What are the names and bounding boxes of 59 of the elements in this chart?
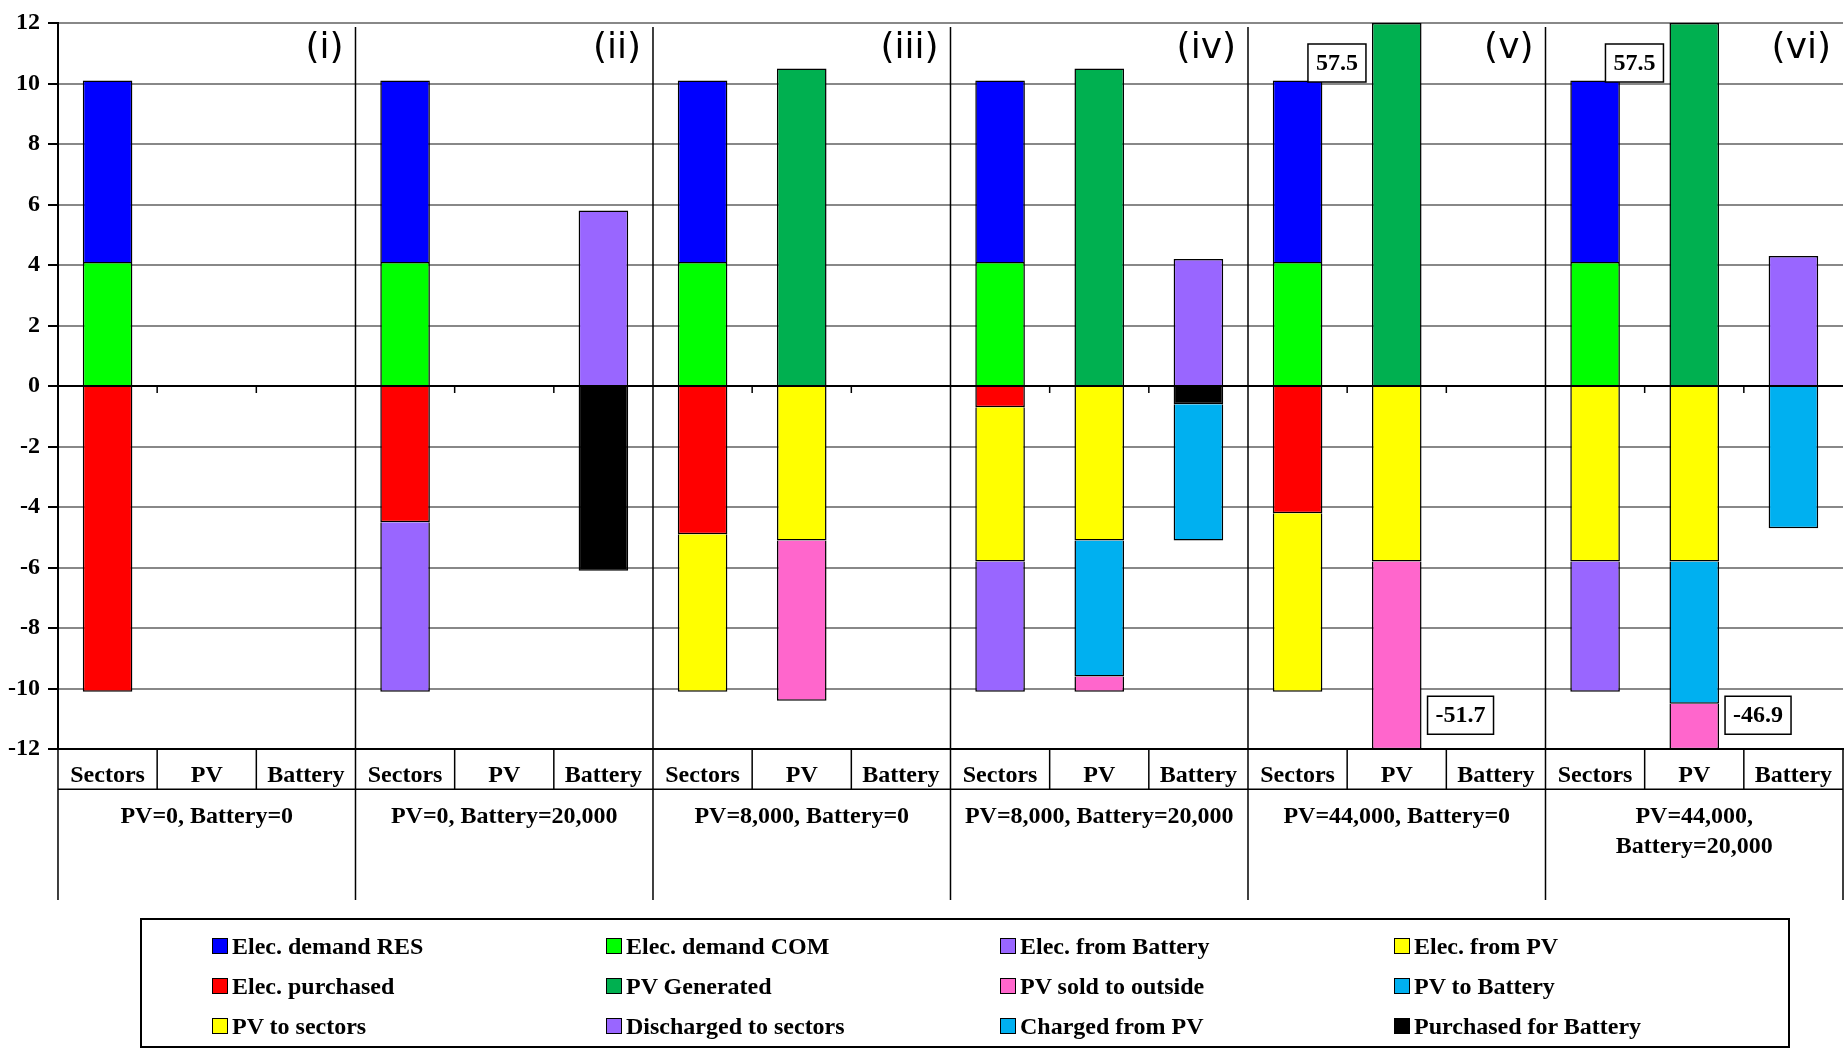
annotation: (vi) — [1771, 25, 1831, 67]
text: PV=44,000, Battery=20,000 — [1615, 802, 1773, 859]
annotation: (i) — [305, 25, 344, 67]
y-tick-label: -12 — [7, 734, 40, 761]
y-tick-label: 4 — [27, 250, 40, 277]
x-tick-label: Sectors — [1557, 760, 1633, 787]
annotation: 57.5 — [1613, 49, 1656, 76]
x-tick-label: Battery — [862, 760, 940, 787]
text: PV=44,000, Battery=0 — [1283, 802, 1511, 829]
y-tick-label: 6 — [27, 189, 40, 216]
x-tick-label: Battery — [564, 760, 643, 787]
x-tick-label: PV — [190, 760, 224, 787]
annotation: -51.7 — [1435, 701, 1486, 728]
y-tick-label: 12 — [15, 8, 40, 35]
x-tick-label: PV — [1678, 760, 1711, 787]
y-tick-label: 0 — [27, 371, 40, 398]
legend-label: Elec. from PV — [1413, 931, 1560, 961]
x-tick-label: Sectors — [367, 760, 443, 787]
x-tick-label: Sectors — [70, 760, 145, 787]
legend-label: Elec. purchased — [231, 971, 396, 1001]
legend-label: PV Generated — [625, 971, 773, 1001]
text: PV=8,000, Battery=20,000 — [964, 802, 1234, 829]
annotation: (v) — [1484, 25, 1534, 67]
y-tick-label: 10 — [15, 68, 40, 95]
text: PV=8,000, Battery=0 — [694, 802, 910, 829]
x-tick-label: PV — [488, 760, 521, 787]
x-tick-label: PV — [785, 760, 819, 787]
x-tick-label: Battery — [1457, 760, 1535, 787]
y-tick-label: -10 — [7, 673, 40, 700]
x-tick-label: Sectors — [665, 760, 740, 787]
legend-label: Discharged to sectors — [625, 1011, 846, 1041]
text: PV=0, Battery=20,000 — [390, 802, 618, 829]
legend-label: PV to Battery — [1413, 971, 1556, 1001]
annotation: (ii) — [592, 25, 641, 67]
x-tick-label: PV — [1380, 760, 1414, 787]
x-tick-label: Sectors — [1260, 760, 1335, 787]
legend-label: Purchased for Battery — [1413, 1011, 1643, 1041]
x-tick-label: Battery — [1754, 760, 1833, 787]
y-tick-label: -6 — [19, 552, 40, 579]
legend-label: Elec. demand COM — [625, 931, 831, 961]
text: PV=0, Battery=0 — [120, 802, 294, 829]
legend-label: PV to sectors — [231, 1011, 368, 1041]
y-tick-label: 2 — [27, 310, 40, 337]
legend-label: Elec. from Battery — [1019, 931, 1211, 961]
legend-label: Charged from PV — [1019, 1011, 1205, 1041]
legend-label: Elec. demand RES — [231, 931, 425, 961]
y-tick-label: 8 — [27, 129, 40, 156]
y-tick-label: -8 — [19, 613, 40, 640]
annotation: (iii) — [880, 25, 939, 67]
y-tick-label: -2 — [19, 431, 40, 458]
legend-label: PV sold to outside — [1019, 971, 1206, 1001]
x-tick-label: Sectors — [962, 760, 1038, 787]
annotation: (iv) — [1176, 25, 1236, 67]
x-tick-label: Battery — [1159, 760, 1238, 787]
annotation: 57.5 — [1315, 49, 1358, 76]
x-tick-label: PV — [1083, 760, 1116, 787]
annotation: -46.9 — [1733, 701, 1784, 728]
y-tick-label: -4 — [19, 492, 40, 519]
x-tick-label: Battery — [267, 760, 345, 787]
